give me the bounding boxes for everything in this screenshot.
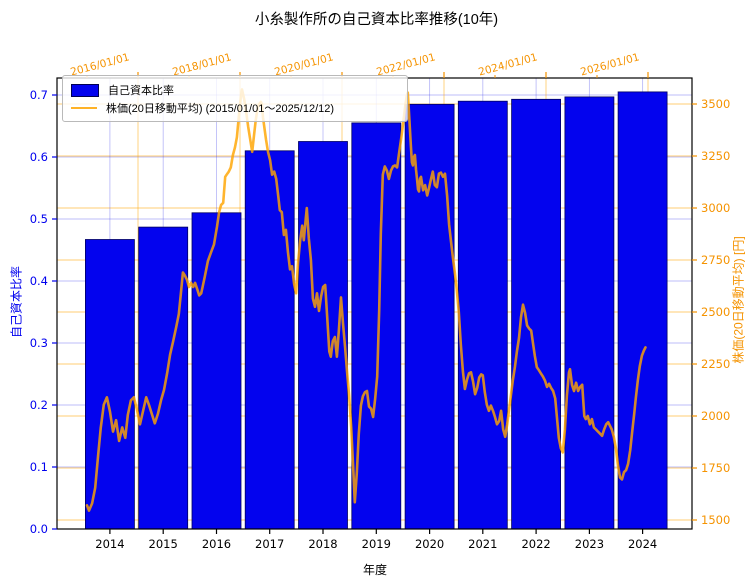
svg-text:2016: 2016 — [202, 537, 231, 551]
right-axis-ticks: 1500 1750 2000 2250 2500 2750 3000 3250 3500 — [692, 97, 730, 527]
legend-item-label: 自己資本比率 — [108, 85, 174, 97]
svg-text:0.2: 0.2 — [30, 398, 48, 412]
svg-text:2018: 2018 — [308, 537, 337, 551]
bar-2018 — [298, 141, 348, 530]
legend-bar-swatch — [71, 83, 99, 97]
svg-text:2026/01/01: 2026/01/01 — [579, 51, 641, 78]
legend-line-swatch — [71, 107, 97, 109]
svg-text:2020: 2020 — [415, 537, 444, 551]
x-axis-label: 年度 — [362, 563, 388, 577]
svg-text:0.0: 0.0 — [30, 522, 48, 536]
bar-2022 — [511, 98, 562, 530]
svg-text:0.3: 0.3 — [30, 336, 48, 350]
svg-text:0.4: 0.4 — [30, 274, 48, 288]
svg-text:2019: 2019 — [362, 537, 391, 551]
bar-2014 — [85, 239, 135, 530]
svg-text:1500: 1500 — [701, 513, 730, 527]
legend-box: 自己資本比率 株価(20日移動平均) (2015/01/01～2025/12/1… — [62, 75, 408, 122]
svg-text:2024: 2024 — [628, 537, 657, 551]
bottom-axis-ticks: 2014 2015 2016 2017 2018 2019 2020 2021 2022 2023… — [95, 529, 657, 551]
legend-item-label: 株価(20日移動平均) (2015/01/01～2025/12/12) — [106, 103, 335, 115]
right-axis-label: 株価(20日移動平均) [円] — [731, 236, 746, 364]
svg-text:2250: 2250 — [701, 357, 730, 371]
bar-2016 — [191, 212, 242, 530]
svg-text:0.7: 0.7 — [30, 88, 48, 102]
svg-text:2000: 2000 — [701, 409, 730, 423]
svg-text:1750: 1750 — [701, 461, 730, 475]
svg-text:2014: 2014 — [95, 537, 124, 551]
svg-text:3500: 3500 — [701, 97, 730, 111]
svg-text:0.6: 0.6 — [30, 150, 48, 164]
chart-title: 小糸製作所の自己資本比率推移(10年) — [254, 12, 499, 28]
svg-text:0.5: 0.5 — [30, 212, 48, 226]
svg-text:2015: 2015 — [149, 537, 178, 551]
svg-text:3000: 3000 — [701, 201, 730, 215]
svg-text:3250: 3250 — [701, 149, 730, 163]
svg-text:2022: 2022 — [521, 537, 550, 551]
svg-text:2500: 2500 — [701, 305, 730, 319]
svg-text:2024/01/01: 2024/01/01 — [477, 51, 539, 78]
left-axis-label: 自己資本比率 — [9, 265, 24, 339]
svg-text:2017: 2017 — [255, 537, 284, 551]
stock-price-line — [85, 88, 647, 512]
svg-text:2021: 2021 — [468, 537, 497, 551]
bar-2015 — [138, 226, 189, 530]
bar-2019 — [351, 122, 402, 530]
svg-text:0.1: 0.1 — [30, 460, 48, 474]
left-axis-ticks: 0.0 0.1 0.2 0.3 0.4 0.5 0.6 0.7 — [30, 88, 57, 536]
bar-2020 — [404, 103, 455, 530]
legend-item-equity-ratio: 自己資本比率 — [71, 81, 399, 99]
bar-2023 — [564, 96, 615, 530]
bar-2021 — [457, 100, 508, 530]
bar-2017 — [244, 150, 295, 530]
equity-ratio-bars — [85, 91, 668, 530]
bar-2024 — [617, 91, 668, 530]
legend-item-stock-price: 株価(20日移動平均) (2015/01/01～2025/12/12) — [71, 99, 399, 117]
svg-text:2023: 2023 — [575, 537, 604, 551]
svg-text:2750: 2750 — [701, 253, 730, 267]
